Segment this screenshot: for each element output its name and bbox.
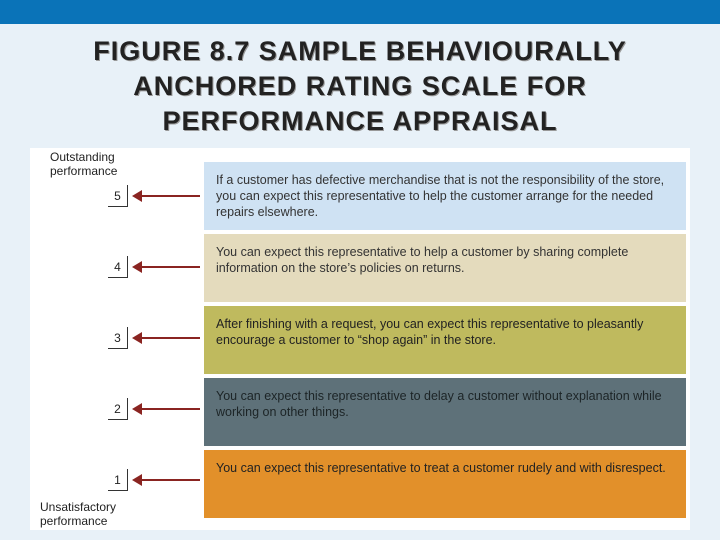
slide-title: FIGURE 8.7 SAMPLE BEHAVIOURALLY ANCHORED… [0, 34, 720, 139]
score-3-box: 3 [108, 327, 128, 349]
score-4-arrow [132, 261, 200, 273]
score-2-arrow [132, 403, 200, 415]
anchor-level-1: You can expect this representative to tr… [204, 450, 686, 518]
score-4-box: 4 [108, 256, 128, 278]
title-line-2: ANCHORED RATING SCALE FOR [133, 71, 587, 101]
anchor-level-2: You can expect this representative to de… [204, 378, 686, 446]
score-5-arrow [132, 190, 200, 202]
title-line-1: FIGURE 8.7 SAMPLE BEHAVIOURALLY [93, 36, 627, 66]
score-2-box: 2 [108, 398, 128, 420]
anchor-level-4: You can expect this representative to he… [204, 234, 686, 302]
title-line-3: PERFORMANCE APPRAISAL [162, 106, 558, 136]
score-1-arrow [132, 474, 200, 486]
score-5-box: 5 [108, 185, 128, 207]
anchor-level-3: After finishing with a request, you can … [204, 306, 686, 374]
anchor-level-5: If a customer has defective merchandise … [204, 162, 686, 230]
scale-bottom-label: Unsatisfactory performance [40, 500, 117, 528]
rating-scale-figure: Outstanding performance Unsatisfactory p… [30, 148, 690, 530]
score-3-arrow [132, 332, 200, 344]
score-1-box: 1 [108, 469, 128, 491]
scale-top-label: Outstanding performance [50, 150, 118, 178]
header-bar [0, 0, 720, 24]
